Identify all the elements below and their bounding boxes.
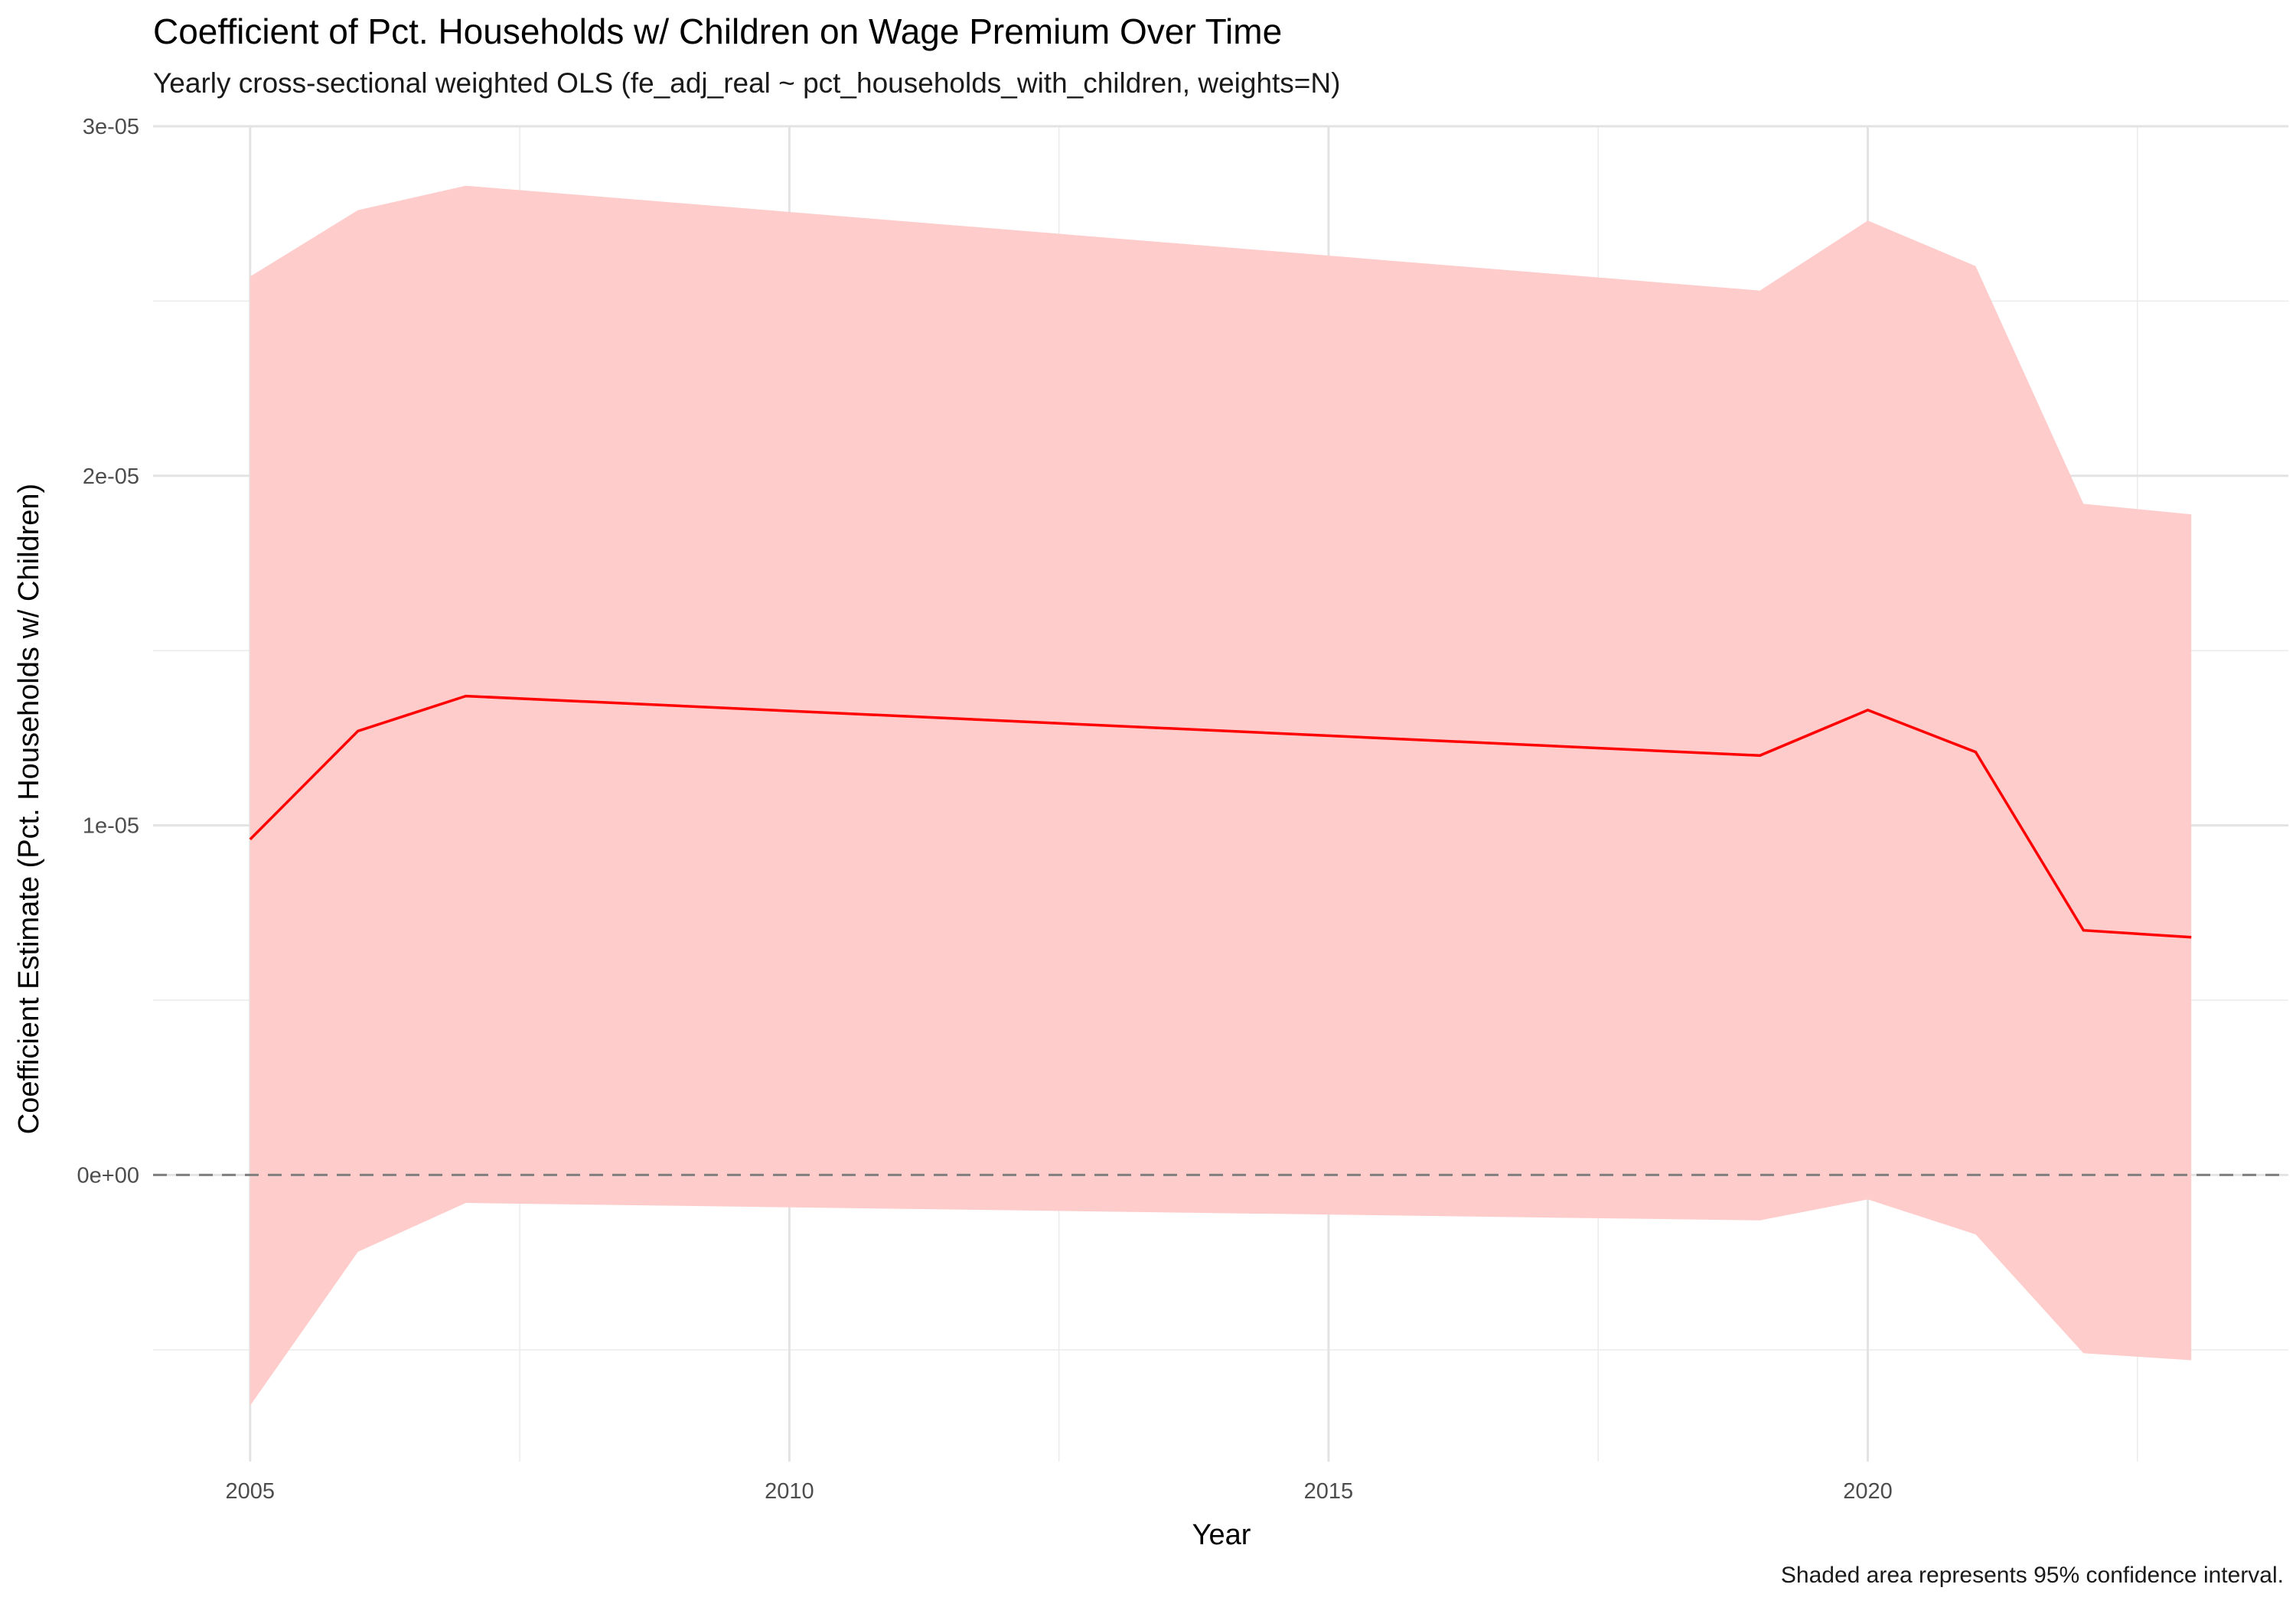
y-axis-ticks: 0e+00 1e-05 2e-05 3e-05: [77, 115, 139, 1188]
y-tick-label: 2e-05: [83, 464, 139, 489]
x-tick-label: 2015: [1304, 1479, 1354, 1504]
chart-subtitle: Yearly cross-sectional weighted OLS (fe_…: [153, 67, 1341, 99]
coefficient-line: [249, 694, 2192, 939]
y-axis-title: Coefficient Estimate (Pct. Households w/…: [13, 484, 45, 1134]
confidence-interval-ribbon: [249, 185, 2192, 1406]
x-tick-label: 2020: [1843, 1479, 1893, 1504]
x-tick-label: 2005: [226, 1479, 276, 1504]
chart-title: Coefficient of Pct. Households w/ Childr…: [153, 11, 1283, 51]
x-axis-title: Year: [1192, 1519, 1251, 1551]
x-tick-label: 2010: [765, 1479, 814, 1504]
y-tick-label: 3e-05: [83, 115, 139, 139]
x-axis-ticks: 2005 2010 2015 2020: [226, 1479, 1893, 1504]
y-tick-label: 1e-05: [83, 814, 139, 839]
chart-caption: Shaded area represents 95% confidence in…: [1780, 1563, 2284, 1588]
y-tick-label: 0e+00: [77, 1163, 139, 1188]
